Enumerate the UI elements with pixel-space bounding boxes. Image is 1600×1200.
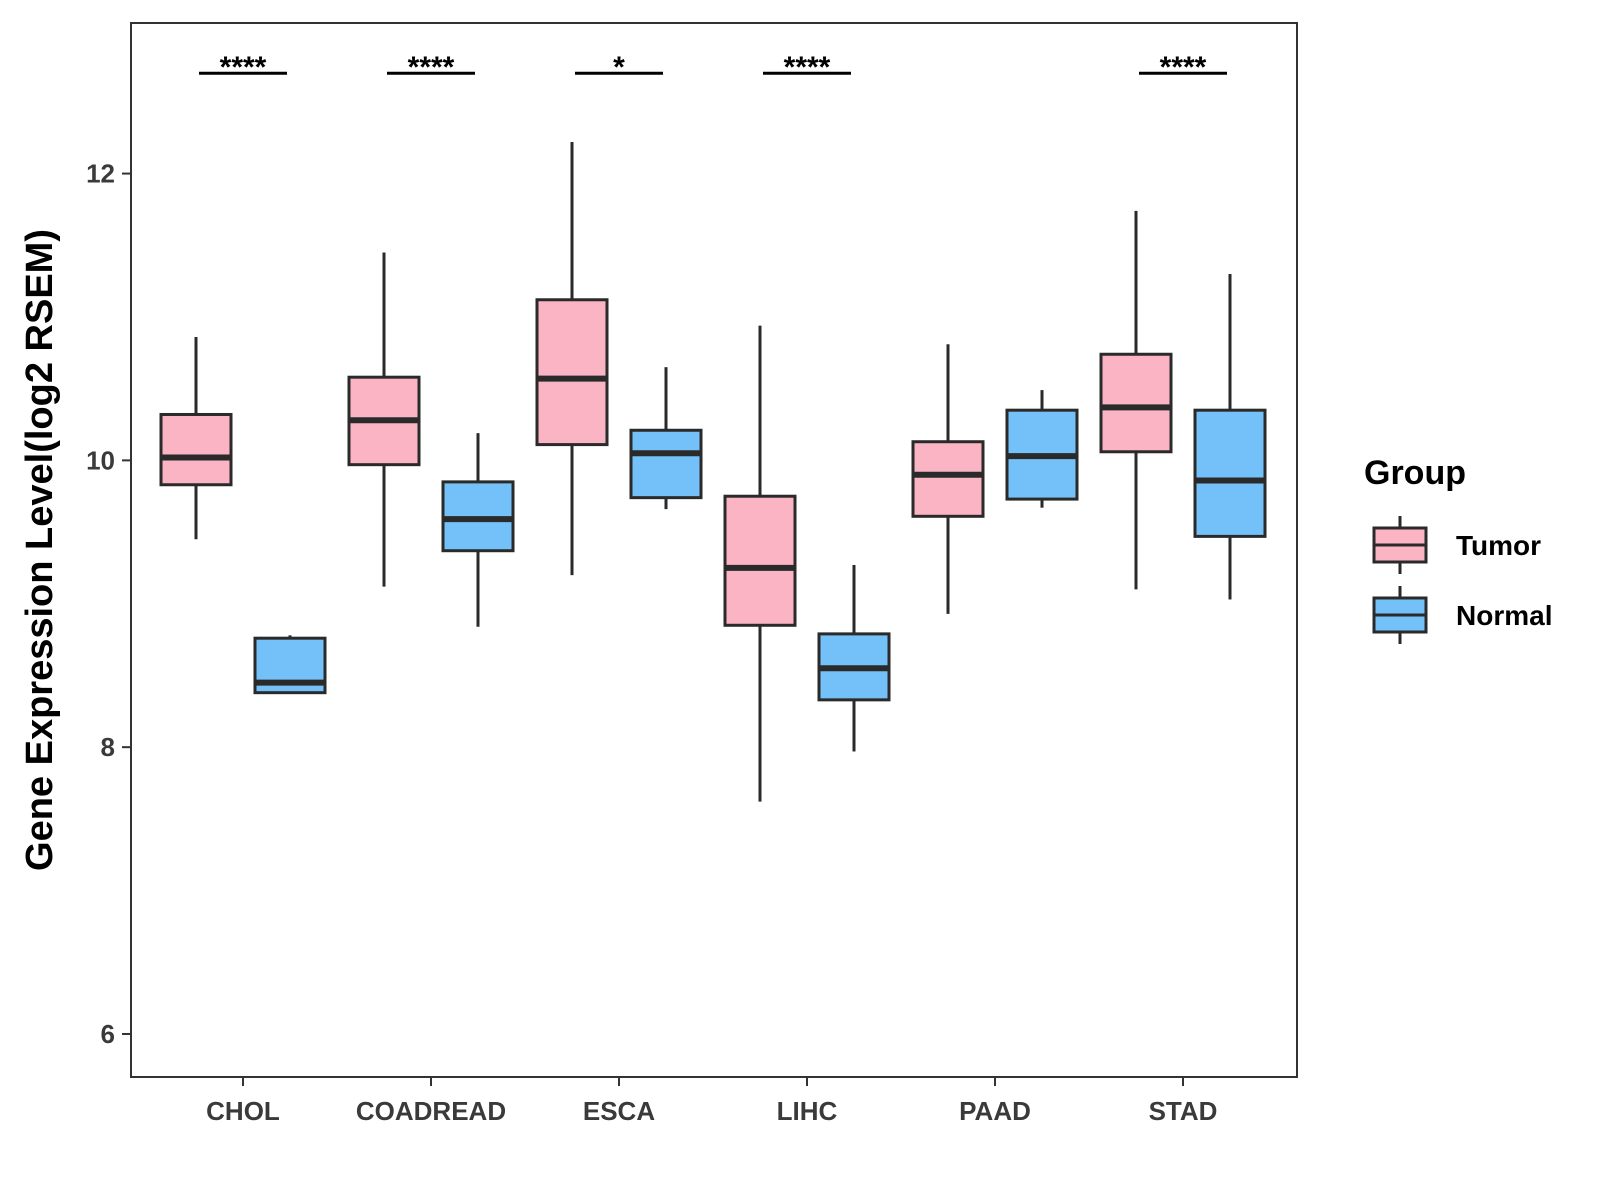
- significance-label: ****: [1160, 51, 1207, 84]
- box-normal-coadread: [441, 433, 515, 627]
- legend-items: Tumor Normal: [1372, 516, 1552, 644]
- box-tumor-lihc: [723, 325, 797, 802]
- x-tick-label: ESCA: [583, 1096, 655, 1126]
- box-body: [535, 298, 609, 447]
- box-body: [911, 440, 985, 518]
- legend-label: Normal: [1456, 600, 1552, 631]
- box-tumor-paad: [911, 344, 985, 614]
- box-body: [159, 412, 233, 487]
- box-tumor-esca: [535, 142, 609, 576]
- y-axis: 6 8 10 12: [86, 159, 131, 1049]
- box-normal-stad: [1193, 273, 1267, 600]
- y-tick-label: 6: [101, 1019, 115, 1049]
- legend: Group Tumor Normal: [1364, 454, 1552, 644]
- legend-label: Tumor: [1456, 530, 1541, 561]
- plot-panel: [130, 22, 1298, 1078]
- legend-item-normal: Normal: [1372, 586, 1552, 644]
- significance-annotations: **** **** * **** ****: [199, 51, 1227, 84]
- y-axis-title: Gene Expression Level(log2 RSEM): [19, 229, 61, 871]
- y-tick-label: 10: [86, 445, 115, 475]
- x-tick-label: STAD: [1149, 1096, 1218, 1126]
- box-normal-chol: [253, 635, 327, 695]
- significance-label: ****: [220, 51, 267, 84]
- box-tumor-chol: [159, 337, 233, 540]
- box-body: [629, 428, 703, 500]
- x-tick-label: COADREAD: [356, 1096, 506, 1126]
- x-tick-label: CHOL: [206, 1096, 280, 1126]
- box-normal-paad: [1005, 390, 1079, 508]
- box-body: [1193, 408, 1267, 538]
- legend-title: Group: [1364, 454, 1466, 492]
- box-body: [1099, 352, 1173, 454]
- box-normal-esca: [629, 367, 703, 510]
- box-series: [159, 142, 1267, 802]
- x-axis: CHOL COADREAD ESCA LIHC PAAD STAD: [206, 1077, 1217, 1126]
- significance-label: ****: [784, 51, 831, 84]
- box-body: [723, 494, 797, 627]
- significance-label: ****: [408, 51, 455, 84]
- x-tick-label: PAAD: [959, 1096, 1031, 1126]
- box-tumor-stad: [1099, 210, 1173, 590]
- box-tumor-coadread: [347, 252, 421, 587]
- y-tick-label: 8: [101, 732, 115, 762]
- x-tick-label: LIHC: [777, 1096, 838, 1126]
- y-tick-label: 12: [86, 159, 115, 189]
- box-normal-lihc: [817, 565, 891, 752]
- legend-item-tumor: Tumor: [1372, 516, 1541, 574]
- significance-label: *: [613, 51, 625, 84]
